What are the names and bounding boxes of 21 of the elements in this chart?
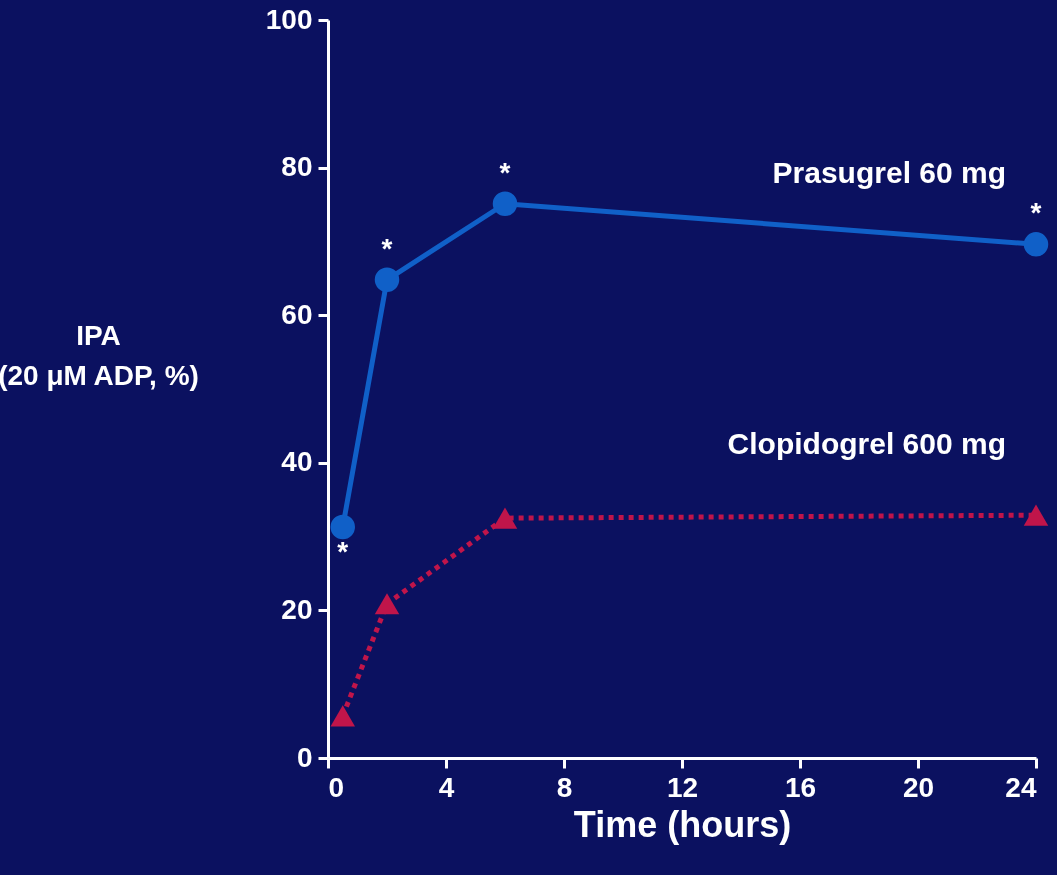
x-axis-title: Time (hours) [573,803,792,845]
x-tick-label: 4 [438,771,455,803]
x-tick-label: 20 [902,771,935,803]
annotation: * [381,232,393,264]
annotation: * [337,536,349,568]
y-tick-label: 20 [281,593,313,625]
annotation: * [499,156,511,188]
x-tick-label: 12 [666,771,699,803]
x-tick-label: 8 [556,771,573,803]
x-tick-label: 24 [1005,771,1037,803]
y-tick-label: 80 [281,151,313,183]
annotation: * [1030,197,1042,229]
y-axis-title: IPA (20 μM ADP, %) [0,319,199,391]
y-tick-label: 60 [281,298,313,330]
y-tick-label: 40 [281,446,313,478]
y-tick-label: 0 [296,741,313,773]
x-tick-label: 0 [328,771,345,803]
x-tick-label: 16 [784,771,817,803]
y-tick-label: 100 [265,3,313,35]
series-label: Prasugrel 60 mg [772,156,1006,190]
series-label: Clopidogrel 600 mg [727,427,1006,461]
